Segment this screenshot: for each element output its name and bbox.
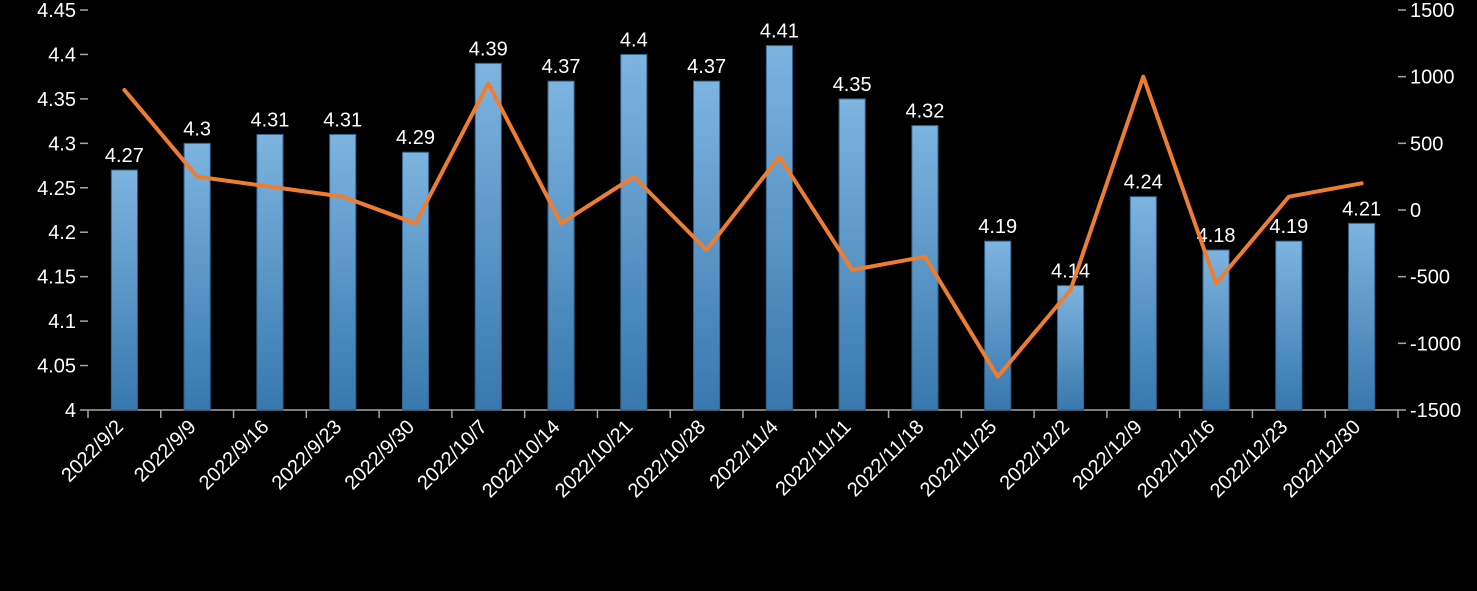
bar [184,143,210,410]
x-axis-category-label: 2022/9/23 [268,416,346,494]
bar-value-label: 4.3 [183,118,211,140]
x-axis-category-label: 2022/10/14 [478,416,564,502]
x-axis-category-label: 2022/10/28 [624,416,710,502]
right-axis-tick-label: -1000 [1410,333,1461,355]
bar-value-label: 4.39 [469,38,508,60]
right-axis-tick-label: 0 [1410,200,1421,222]
x-axis-category-label: 2022/11/4 [705,416,782,493]
right-axis-tick-label: 1000 [1410,67,1455,89]
right-axis-tick-label: 1500 [1410,0,1455,22]
left-axis-tick-label: 4.25 [37,178,76,200]
chart-svg: 4 4.05 4.1 4.15 4.2 4.25 4.3 4.35 4.4 4.45 -1500 -1… [0,0,1477,591]
bar-value-label: 4.4 [620,29,648,51]
left-axis-tick-label: 4.45 [37,0,76,22]
x-axis-category-label: 2022/9/16 [195,416,273,494]
bar [694,81,720,410]
bar-value-label: 4.31 [323,109,362,131]
left-axis-tick-label: 4.1 [48,311,76,333]
bar-value-label: 4.35 [833,74,872,96]
x-axis-category-label: 2022/12/23 [1206,416,1292,502]
right-axis-tick-label: 500 [1410,133,1443,155]
left-axis-tick-label: 4.3 [48,133,76,155]
left-axis-tick-label: 4 [65,400,76,422]
x-axis-category-label: 2022/9/2 [57,416,128,487]
bar-value-label: 4.21 [1342,198,1381,220]
bar [1130,197,1156,410]
bar-value-label: 4.27 [105,145,144,167]
bar-value-label: 4.31 [250,109,289,131]
x-axis-category-label: 2022/9/9 [130,416,201,487]
bar [1057,286,1083,410]
bar-value-label: 4.14 [1051,261,1090,283]
bar [330,134,356,410]
left-axis-tick-label: 4.2 [48,222,76,244]
x-axis-category-label: 2022/12/2 [996,416,1074,494]
bar-value-label: 4.37 [687,56,726,78]
bar [621,54,647,410]
line-series [124,77,1361,377]
bar [766,46,792,410]
bar [475,63,501,410]
left-axis-tick-label: 4.05 [37,356,76,378]
bar [1349,223,1375,410]
bar-value-label: 4.32 [905,101,944,123]
right-axis-tick-label: -500 [1410,267,1450,289]
bar-value-label: 4.24 [1124,172,1163,194]
bar [111,170,137,410]
bar-value-label: 4.41 [760,21,799,43]
bar [912,126,938,410]
bar-value-label: 4.37 [542,56,581,78]
bar-value-label: 4.19 [1269,216,1308,238]
x-axis-category-label: 2022/12/16 [1133,416,1219,502]
x-axis-category-label: 2022/11/18 [843,416,928,501]
x-axis-category-label: 2022/9/30 [341,416,419,494]
x-axis-category-label: 2022/10/7 [413,416,491,494]
combo-chart: 4 4.05 4.1 4.15 4.2 4.25 4.3 4.35 4.4 4.45 -1500 -1… [0,0,1477,591]
x-axis-category-label: 2022/11/25 [916,416,1001,501]
bar-value-label: 4.19 [978,216,1017,238]
x-axis-category-label: 2022/11/11 [771,416,855,500]
bar [1276,241,1302,410]
left-axis-tick-label: 4.35 [37,89,76,111]
bar-value-label: 4.29 [396,127,435,149]
bar [402,152,428,410]
x-axis-category-label: 2022/12/30 [1279,416,1365,502]
x-axis-category-label: 2022/12/9 [1068,416,1146,494]
bar [257,134,283,410]
right-axis-tick-label: -1500 [1410,400,1461,422]
bar [548,81,574,410]
left-axis-tick-label: 4.15 [37,267,76,289]
left-axis-tick-label: 4.4 [48,44,76,66]
x-axis-category-label: 2022/10/21 [551,416,637,502]
bar [985,241,1011,410]
